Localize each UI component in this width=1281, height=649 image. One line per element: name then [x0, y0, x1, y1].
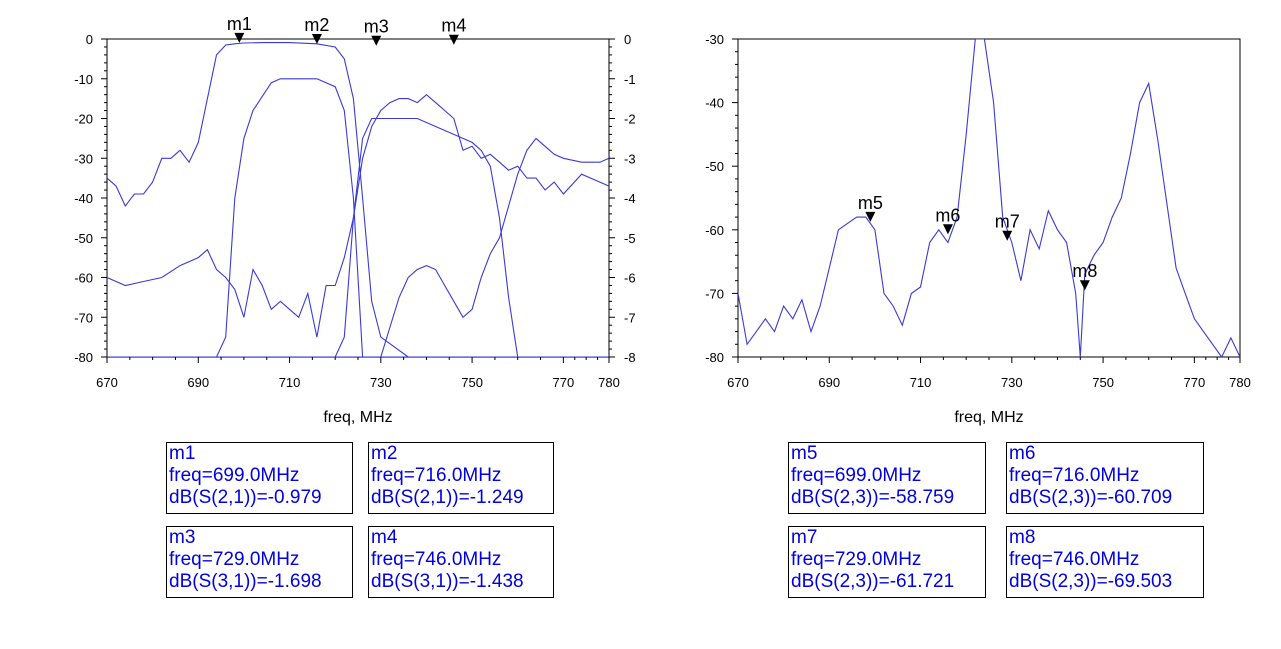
readout-m1-value: dB(S(2,1))=-0.979 — [169, 487, 322, 508]
x-tick-label: 710 — [279, 375, 301, 390]
x-axis-label: freq, MHz — [323, 409, 392, 426]
trace-1-4 — [107, 93, 609, 338]
marker-m3-triangle — [371, 35, 382, 46]
trace-1-3 — [107, 117, 609, 357]
y2-tick-label: -4 — [624, 191, 636, 206]
x-tick-label: 750 — [1092, 375, 1114, 390]
readout-m3-value: dB(S(3,1))=-1.698 — [169, 571, 322, 592]
readout-m8-freq: freq=746.0MHz — [1009, 549, 1140, 570]
x-tick-label: 770 — [553, 375, 575, 390]
y-tick-label: -40 — [705, 96, 724, 111]
readout-m2-name: m2 — [371, 443, 398, 464]
y2-tick-label: -2 — [624, 112, 636, 127]
readout-m8: m8 freq=746.0MHz dB(S(2,3))=-69.503 — [1006, 526, 1204, 598]
x-tick-label: 710 — [910, 375, 932, 390]
marker-m4-label: m4 — [441, 16, 466, 36]
marker-m7-label: m7 — [995, 212, 1020, 232]
x-tick-label: 670 — [727, 375, 749, 390]
y2-tick-label: -5 — [624, 231, 636, 246]
plot-1: 670 690 710 730 750 770 7800-10-20-30-40-50-60… — [74, 14, 635, 426]
x-tick-label: 670 — [96, 375, 118, 390]
readout-m2: m2 freq=716.0MHz dB(S(2,1))=-1.249 — [368, 442, 554, 514]
y2-tick-label: -8 — [624, 350, 636, 365]
readout-m4-value: dB(S(3,1))=-1.438 — [371, 571, 524, 592]
y-tick-label: -60 — [74, 271, 93, 286]
marker-m2-label: m2 — [304, 15, 329, 35]
readout-m5-name: m5 — [791, 443, 818, 464]
readout-m1-freq: freq=699.0MHz — [169, 465, 300, 486]
readout-m6-value: dB(S(2,3))=-60.709 — [1009, 487, 1173, 508]
marker-m5-label: m5 — [858, 193, 883, 213]
readout-m3-freq: freq=729.0MHz — [169, 549, 300, 570]
y-tick-label: -50 — [74, 231, 93, 246]
y-tick-label: -50 — [705, 159, 724, 174]
marker-m6-triangle — [942, 224, 953, 235]
marker-m2-triangle — [311, 33, 322, 44]
marker-m4-triangle — [448, 34, 459, 45]
readout-m7-freq: freq=729.0MHz — [791, 549, 922, 570]
y-tick-label: -10 — [74, 72, 93, 87]
readout-m5: m5 freq=699.0MHz dB(S(2,3))=-58.759 — [788, 442, 986, 514]
x-tick-label: 730 — [1001, 375, 1023, 390]
y-tick-label: -40 — [74, 191, 93, 206]
marker-m6-label: m6 — [935, 205, 960, 225]
marker-m8-triangle — [1079, 280, 1090, 291]
y-tick-label: -20 — [74, 112, 93, 127]
x-tick-label: 780 — [598, 375, 620, 390]
marker-m5-triangle — [865, 211, 876, 222]
x-tick-label: 690 — [187, 375, 209, 390]
readout-m8-name: m8 — [1009, 527, 1036, 548]
plot-1-frame — [106, 38, 610, 358]
x-tick-label: 770 — [1184, 375, 1206, 390]
marker-m3-label: m3 — [364, 17, 389, 37]
readout-m6: m6 freq=716.0MHz dB(S(2,3))=-60.709 — [1006, 442, 1204, 514]
marker-m1-label: m1 — [227, 14, 252, 34]
readout-m3-name: m3 — [169, 527, 196, 548]
plot-2-frame — [737, 38, 1241, 358]
y-tick-label: -30 — [74, 151, 93, 166]
y-tick-label: -30 — [705, 32, 724, 47]
plot-2: 670 690 710 730 750 770 780 -30 -40 -50 -60 -70 -80 f… — [705, 32, 1251, 426]
readout-m3: m3 freq=729.0MHz dB(S(3,1))=-1.698 — [166, 526, 353, 598]
readout-m5-value: dB(S(2,3))=-58.759 — [791, 487, 955, 508]
readout-m2-freq: freq=716.0MHz — [371, 465, 502, 486]
y-tick-label: -80 — [705, 350, 724, 365]
y2-tick-label: -7 — [624, 310, 636, 325]
y2-tick-label: -1 — [624, 72, 636, 87]
x-axis-label: freq, MHz — [954, 409, 1023, 426]
readout-m1-name: m1 — [169, 443, 196, 464]
readout-m1: m1 freq=699.0MHz dB(S(2,1))=-0.979 — [166, 442, 353, 514]
readout-m4: m4 freq=746.0MHz dB(S(3,1))=-1.438 — [368, 526, 554, 598]
marker-m7-triangle — [1002, 230, 1013, 241]
trace-1-1 — [107, 42, 609, 357]
x-tick-label: 780 — [1229, 375, 1251, 390]
y-tick-label: -70 — [74, 310, 93, 325]
y-tick-label: -70 — [705, 286, 724, 301]
x-tick-label: 690 — [818, 375, 840, 390]
marker-m8-label: m8 — [1072, 261, 1097, 281]
y-tick-label: -60 — [705, 223, 724, 238]
y-tick-label: 0 — [86, 32, 93, 47]
readout-m4-freq: freq=746.0MHz — [371, 549, 502, 570]
x-tick-label: 750 — [461, 375, 483, 390]
x-tick-label: 730 — [370, 375, 392, 390]
trace-2-1 — [738, 39, 1240, 357]
y2-tick-label: -6 — [624, 271, 636, 286]
readout-m4-name: m4 — [371, 527, 398, 548]
y-tick-label: -80 — [74, 350, 93, 365]
readout-m7-value: dB(S(2,3))=-61.721 — [791, 571, 955, 592]
trace-1-2 — [107, 78, 609, 357]
readout-m2-value: dB(S(2,1))=-1.249 — [371, 487, 524, 508]
trace-1-5 — [107, 137, 609, 357]
y2-tick-label: 0 — [624, 32, 631, 47]
readout-m6-freq: freq=716.0MHz — [1009, 465, 1140, 486]
readout-m6-name: m6 — [1009, 443, 1036, 464]
readout-m7: m7 freq=729.0MHz dB(S(2,3))=-61.721 — [788, 526, 986, 598]
readout-m5-freq: freq=699.0MHz — [791, 465, 922, 486]
marker-m1-triangle — [234, 32, 245, 43]
y2-tick-label: -3 — [624, 151, 636, 166]
readout-m7-name: m7 — [791, 527, 818, 548]
readout-m8-value: dB(S(2,3))=-69.503 — [1009, 571, 1173, 592]
